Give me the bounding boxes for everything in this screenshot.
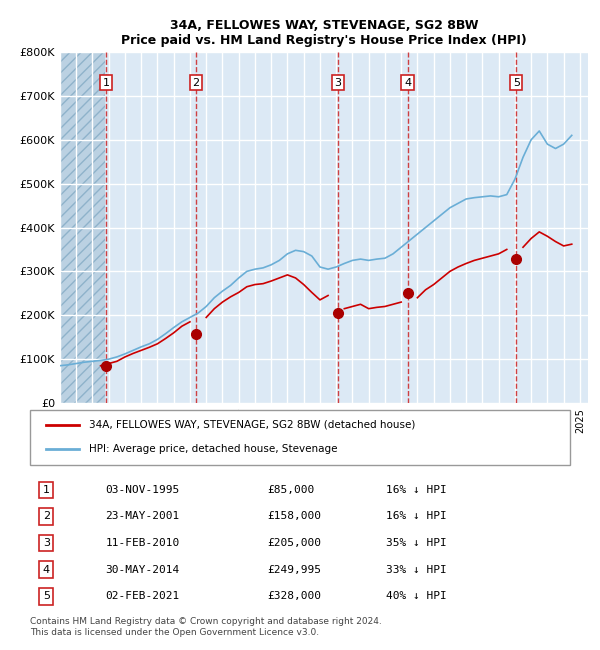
Text: 23-MAY-2001: 23-MAY-2001 [106,512,180,521]
Text: 33% ↓ HPI: 33% ↓ HPI [386,565,447,575]
Text: 2: 2 [43,512,50,521]
Text: 40% ↓ HPI: 40% ↓ HPI [386,592,447,601]
Text: 3: 3 [334,78,341,88]
Text: £328,000: £328,000 [268,592,322,601]
Text: 34A, FELLOWES WAY, STEVENAGE, SG2 8BW (detached house): 34A, FELLOWES WAY, STEVENAGE, SG2 8BW (d… [89,420,416,430]
Title: 34A, FELLOWES WAY, STEVENAGE, SG2 8BW
Price paid vs. HM Land Registry's House Pr: 34A, FELLOWES WAY, STEVENAGE, SG2 8BW Pr… [121,19,527,47]
Text: £85,000: £85,000 [268,485,315,495]
Text: £249,995: £249,995 [268,565,322,575]
Text: 16% ↓ HPI: 16% ↓ HPI [386,512,447,521]
Text: 11-FEB-2010: 11-FEB-2010 [106,538,180,548]
Text: 5: 5 [43,592,50,601]
Text: £158,000: £158,000 [268,512,322,521]
Text: HPI: Average price, detached house, Stevenage: HPI: Average price, detached house, Stev… [89,445,338,454]
Text: 5: 5 [512,78,520,88]
Text: 4: 4 [43,565,50,575]
Bar [60,52,104,403]
Text: 4: 4 [404,78,412,88]
Text: Contains HM Land Registry data © Crown copyright and database right 2024.
This d: Contains HM Land Registry data © Crown c… [30,618,382,637]
Text: £205,000: £205,000 [268,538,322,548]
FancyBboxPatch shape [30,410,570,465]
Text: 2: 2 [193,78,200,88]
Text: 02-FEB-2021: 02-FEB-2021 [106,592,180,601]
Text: 1: 1 [103,78,109,88]
Text: 03-NOV-1995: 03-NOV-1995 [106,485,180,495]
Text: 3: 3 [43,538,50,548]
Text: 35% ↓ HPI: 35% ↓ HPI [386,538,447,548]
Text: 30-MAY-2014: 30-MAY-2014 [106,565,180,575]
Text: 1: 1 [43,485,50,495]
Text: 16% ↓ HPI: 16% ↓ HPI [386,485,447,495]
